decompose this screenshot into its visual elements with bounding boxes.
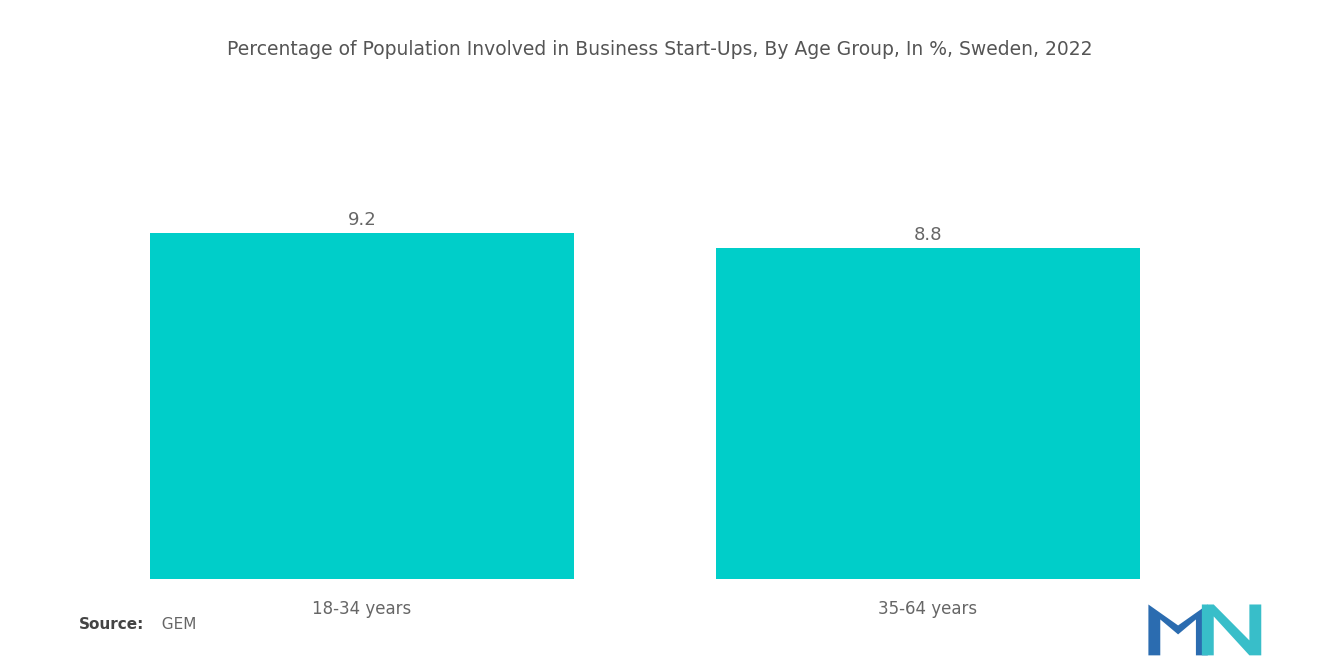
Text: 8.8: 8.8 [913, 226, 942, 244]
Bar [715, 248, 1140, 579]
Text: 9.2: 9.2 [347, 211, 376, 229]
Polygon shape [1148, 604, 1208, 656]
Text: Source:: Source: [79, 616, 145, 632]
Text: GEM: GEM [152, 616, 197, 632]
Text: Percentage of Population Involved in Business Start-Ups, By Age Group, In %, Swe: Percentage of Population Involved in Bus… [227, 40, 1093, 59]
Polygon shape [1203, 604, 1262, 656]
Bar [150, 233, 574, 579]
